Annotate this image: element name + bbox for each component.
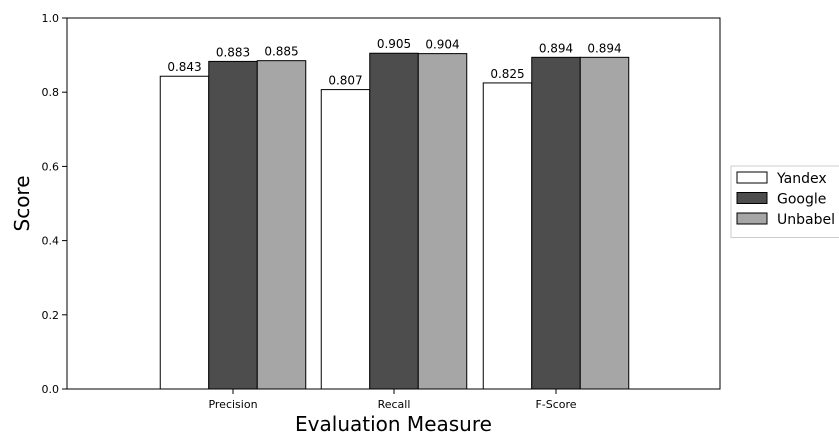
data-label: 0.885 — [264, 45, 298, 59]
bars-layer — [159, 52, 630, 390]
bar-yandex-f-score — [482, 82, 533, 390]
data-label: 0.894 — [539, 41, 573, 55]
data-label: 0.843 — [167, 60, 201, 74]
bar-unbabel-f-score — [579, 56, 630, 390]
y-tick-label: 0.4 — [42, 235, 60, 248]
x-tick-label: Precision — [208, 398, 257, 411]
legend-label-google: Google — [777, 192, 826, 208]
x-tick-label: Recall — [378, 398, 411, 411]
legend-label-yandex: Yandex — [776, 171, 827, 187]
data-labels-layer: 0.843 0.883 0.885 0.807 0.905 0.904 0.825 0.894… — [167, 37, 621, 87]
x-axis: Precision Recall F-Score — [208, 389, 577, 411]
bar-google-recall — [369, 52, 419, 390]
data-label: 0.807 — [328, 74, 362, 88]
y-tick-label: 0.8 — [42, 86, 60, 99]
legend-swatch-unbabel — [736, 212, 768, 225]
data-label: 0.883 — [216, 45, 250, 59]
x-axis-label: Evaluation Measure — [295, 412, 492, 435]
y-axis: 0.0 0.2 0.4 0.6 0.8 1.0 — [42, 12, 67, 396]
y-tick-label: 1.0 — [42, 12, 60, 25]
legend-swatch-google — [736, 192, 768, 204]
bar-google-f-score — [531, 56, 581, 390]
bar-yandex-recall — [320, 89, 371, 390]
legend-swatch-yandex — [736, 171, 768, 184]
y-tick-label: 0.2 — [42, 309, 60, 322]
data-label: 0.894 — [587, 41, 621, 55]
data-label: 0.825 — [490, 67, 524, 81]
bar-unbabel-recall — [417, 53, 468, 390]
data-label: 0.904 — [425, 38, 459, 52]
legend: Yandex Google Unbabel — [730, 165, 839, 238]
bar-google-precision — [208, 60, 258, 390]
y-axis-label: Score — [10, 175, 34, 231]
x-tick-label: F-Score — [535, 398, 576, 411]
legend-label-unbabel: Unbabel — [777, 212, 835, 228]
y-tick-label: 0.6 — [42, 160, 60, 173]
bar-yandex-precision — [159, 75, 210, 390]
bar-unbabel-precision — [256, 60, 307, 390]
data-label: 0.905 — [377, 37, 411, 51]
y-tick-label: 0.0 — [42, 383, 60, 396]
